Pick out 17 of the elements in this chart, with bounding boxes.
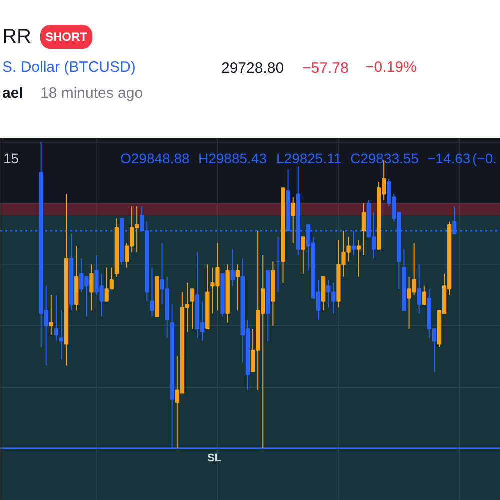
annotation: O29848.88 [120, 150, 190, 166]
text: −0.19% [366, 59, 417, 76]
chart-title: RR [2, 26, 32, 48]
text: S. Dollar (BTCUSD) [2, 59, 136, 76]
annotation: C29833.55 [350, 150, 420, 166]
text: SHORT [46, 30, 88, 44]
candlestick [59, 310, 64, 360]
text: 18 minutes ago [40, 85, 144, 102]
text: −57.78 [302, 60, 349, 77]
text: 29728.80 [222, 60, 284, 77]
text: (−0. [472, 150, 498, 166]
annotation: H29885.43 [198, 150, 268, 166]
ref-line-label: SL [207, 452, 222, 464]
annotation: −14.63 [428, 150, 471, 166]
annotation: L29825.11 [276, 150, 342, 166]
text: 15 [4, 150, 20, 166]
text: ael [2, 85, 24, 102]
